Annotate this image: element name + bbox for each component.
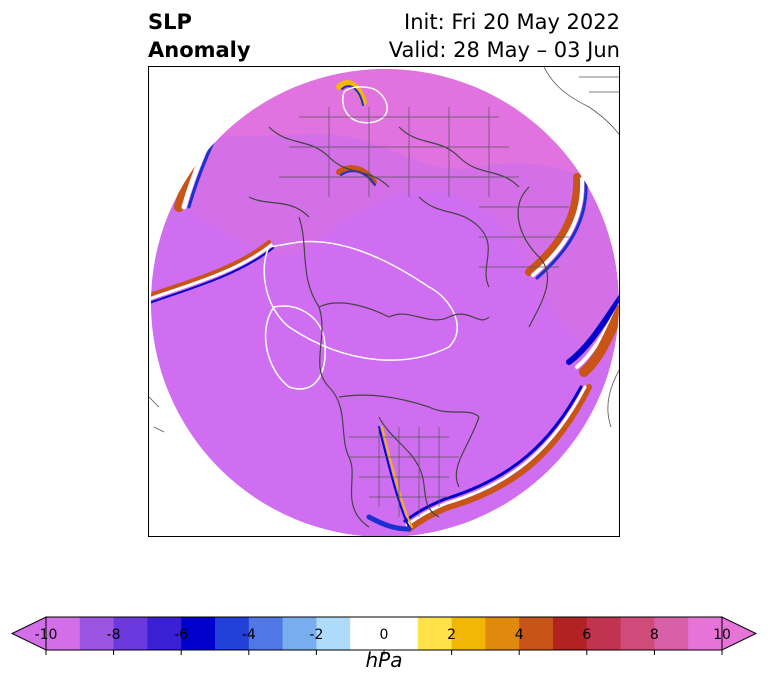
anomaly-low-region [151,187,619,536]
colorbar-tick-label: 6 [582,627,592,643]
colorbar-tick-label: 2 [447,627,457,643]
colorbar-bin [215,617,250,650]
political-borders [279,107,569,517]
polar-map [149,67,619,536]
colorbar-bin [316,617,351,650]
colorbar-bin [113,617,148,650]
title-line-2: Anomaly [148,38,251,62]
colorbar-bin [79,617,115,650]
title-line-1: SLP [148,10,192,34]
colorbar-tick-label: 4 [514,627,524,643]
colorbar-tick-label: 0 [379,627,389,643]
init-date: Init: Fri 20 May 2022 [404,10,620,34]
zero-contours [263,86,459,390]
colorbar-tick-label: -4 [241,627,256,643]
colorbar-bin [620,617,655,650]
colorbar-unit-label: hPa [365,648,403,672]
colorbar-tick-label: -2 [309,627,324,643]
colorbar [10,616,758,655]
valid-range: Valid: 28 May – 03 Jun [388,38,620,62]
coastlines [248,126,549,528]
colorbar-bin [485,617,520,650]
colorbar-bin [519,617,554,650]
colorbar-bin [654,617,689,650]
colorbar-tick-label: 8 [649,627,659,643]
outside-coastlines [149,67,619,433]
colorbar-bin [181,617,216,650]
colorbar-bin [282,617,317,650]
map-title: SLP Anomaly [148,8,251,64]
colorbar-bin [350,617,385,650]
colorbar-bin [553,617,588,650]
colorbar-bin [586,617,622,650]
colorbar-tick-label: -10 [34,627,58,643]
colorbar-tick-label: -6 [174,627,189,643]
colorbar-tick-label: 10 [713,627,731,643]
colorbar-bin [384,617,419,650]
colorbar-bin [688,617,723,650]
colorbar-bin [248,617,284,650]
forecast-dates: Init: Fri 20 May 2022 Valid: 28 May – 03… [389,8,620,64]
colorbar-tick-label: -8 [106,627,121,643]
colorbar-bin [417,617,453,650]
colorbar-bin [147,617,182,650]
colorbar-bin [451,617,486,650]
colorbar-bin [46,617,81,650]
map-panel [148,66,620,537]
